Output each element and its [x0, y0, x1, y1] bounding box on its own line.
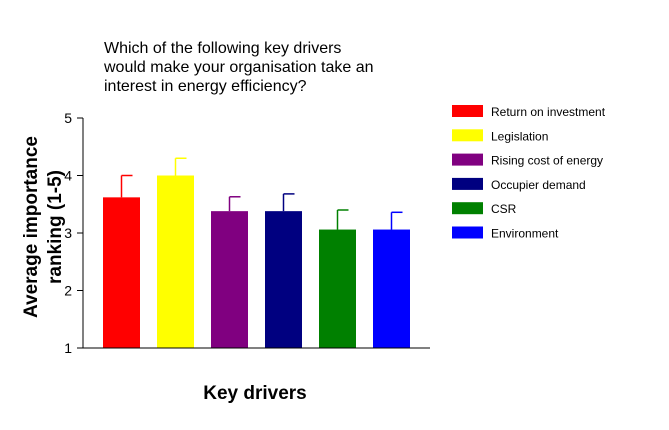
bar: [265, 211, 302, 348]
legend-swatch: [452, 226, 483, 239]
y-tick-label: 2: [64, 283, 72, 299]
x-axis-label: Key drivers: [203, 383, 307, 404]
y-tick-label: 3: [64, 225, 72, 241]
y-axis-label-line-2: ranking (1-5): [45, 170, 66, 284]
legend-label: CSR: [491, 202, 517, 216]
y-axis-label-line-1: Average importance: [21, 136, 42, 318]
bar: [211, 211, 248, 348]
legend-label: Occupier demand: [491, 178, 586, 192]
bar: [103, 197, 140, 348]
y-axis-ticks: 1 2 3 4 5: [64, 110, 83, 356]
y-tick-label: 5: [64, 110, 72, 126]
legend-swatch: [452, 105, 483, 117]
y-tick-label: 4: [64, 168, 72, 184]
chart-title: Which of the following key drivers would…: [104, 40, 374, 95]
legend-label: Legislation: [491, 129, 548, 143]
legend-swatch: [452, 153, 483, 166]
bar: [373, 229, 410, 348]
legend-label: Environment: [491, 227, 559, 241]
legend-swatch: [452, 129, 483, 142]
legend-label: Return on investment: [491, 105, 606, 119]
y-tick-label: 1: [64, 340, 72, 356]
y-axis-label: Average importance ranking (1-5): [21, 136, 66, 318]
bar: [319, 229, 356, 348]
legend-swatch: [452, 202, 483, 215]
plot-area: [103, 157, 410, 348]
legend-swatch: [452, 177, 483, 190]
legend: Return on investment Legislation Rising co…: [452, 105, 606, 241]
bar: [157, 175, 194, 348]
legend-label: Rising cost of energy: [491, 154, 603, 168]
